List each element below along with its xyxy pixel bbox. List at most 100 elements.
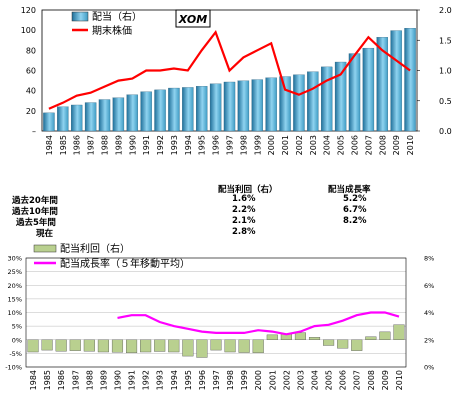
x-tick-label: 1989 (114, 135, 123, 155)
yield-bar (83, 339, 95, 352)
x-tick-label: 1999 (240, 370, 249, 390)
y-right-tick-label: 0% (424, 364, 434, 372)
price-line (48, 29, 411, 110)
x-tick-label: 2007 (364, 135, 373, 155)
y-right-tick-label: 0.5 (439, 97, 452, 106)
row-label-20y: 過去20年間 (12, 196, 58, 206)
dividend-bar (362, 47, 375, 132)
yield-bar (140, 339, 152, 353)
x-tick-label: 2006 (339, 370, 348, 390)
row-label-current: 現在 (36, 229, 54, 239)
y-left-tick-label: 120 (21, 6, 36, 15)
yield-bar (393, 324, 405, 340)
x-tick-label: 1986 (73, 135, 82, 155)
x-tick-label: 1990 (128, 135, 137, 155)
dividend-bar (307, 71, 319, 132)
x-tick-label: 1990 (113, 370, 122, 390)
y-left-tick-label: – (32, 127, 36, 136)
y-left-tick-label: 100 (21, 26, 36, 35)
x-tick-label: 2008 (378, 135, 387, 155)
yield-bar (154, 339, 166, 352)
x-tick-label: 1991 (128, 370, 137, 390)
y-right-tick-label: 8% (424, 255, 434, 263)
y-left-tick-label: 15% (8, 295, 22, 303)
y-right-tick-label: 1.0 (439, 67, 452, 76)
dividend-bar (43, 112, 55, 132)
x-tick-label: 1988 (101, 135, 110, 155)
dividend-bar (321, 66, 333, 132)
yield-bar (337, 339, 349, 349)
yield-bar (351, 339, 363, 351)
x-tick-label: 2010 (395, 370, 404, 390)
x-tick-label: 1991 (142, 135, 151, 155)
x-tick-label: 1995 (184, 370, 193, 390)
x-tick-label: 1987 (71, 370, 80, 390)
x-tick-label: 1984 (29, 370, 38, 390)
dividend-bar (209, 83, 222, 132)
legend-yield-label: 配当利回（右） (60, 243, 130, 255)
row-yield-10y: 2.2% (232, 205, 256, 215)
yield-bar (323, 339, 335, 346)
x-tick-label: 2009 (392, 135, 401, 155)
col-header-yield: 配当利回（右） (218, 185, 278, 195)
yield-bar (182, 339, 194, 357)
y-left-tick-label: 20 (26, 107, 36, 116)
dividend-bar (168, 87, 180, 132)
dividend-bar (196, 86, 208, 132)
row-growth-20y: 5.2% (343, 194, 367, 204)
x-tick-label: 2000 (267, 135, 276, 155)
x-tick-label: 1992 (156, 135, 165, 155)
dividend-bar (376, 37, 388, 132)
y-left-tick-label: 60 (26, 67, 36, 76)
dividend-bar (140, 91, 152, 132)
dividend-bar (126, 94, 138, 132)
row-label-10y: 過去10年間 (12, 207, 58, 217)
x-tick-label: 2003 (309, 135, 318, 155)
dividend-bar (98, 99, 111, 132)
yield-bar (308, 337, 321, 340)
x-tick-label: 2004 (311, 370, 320, 390)
x-tick-label: 1997 (226, 135, 235, 155)
x-tick-label: 2001 (281, 135, 290, 155)
x-tick-label: 1998 (239, 135, 248, 155)
yield-bar (55, 339, 67, 352)
yield-bar (224, 339, 236, 353)
legend-growth-label: 配当成長率（５年移動平均） (60, 257, 190, 270)
row-yield-current: 2.8% (232, 227, 256, 237)
x-tick-label: 1988 (85, 370, 94, 390)
row-growth-5y: 8.2% (343, 216, 367, 226)
y-right-tick-label: 4% (424, 309, 434, 317)
x-tick-label: 1985 (59, 135, 68, 155)
legend-price-label: 期末株価 (92, 24, 132, 37)
dividend-bar (154, 89, 166, 132)
x-tick-label: 1986 (57, 370, 66, 390)
x-tick-label: 1994 (184, 135, 193, 155)
row-yield-5y: 2.1% (232, 216, 256, 226)
y-left-tick-label: 80 (26, 46, 36, 55)
yield-bar (41, 339, 53, 351)
x-tick-label: 2005 (337, 135, 346, 155)
x-tick-label: 2008 (367, 370, 376, 390)
x-tick-label: 2005 (325, 370, 334, 390)
y-right-tick-label: 2.0 (439, 6, 452, 15)
x-tick-label: 2010 (406, 135, 415, 155)
x-tick-label: 2002 (295, 135, 304, 155)
y-right-tick-label: 2% (424, 336, 434, 344)
y-left-tick-label: 30% (8, 255, 22, 263)
y-left-tick-label: 25% (8, 268, 22, 276)
row-label-5y: 過去5年間 (16, 218, 56, 228)
dividend-bar (182, 87, 194, 132)
y-left-tick-label: 40 (26, 87, 36, 96)
yield-bar (365, 336, 377, 340)
ticker-label: XOM (178, 13, 207, 26)
x-tick-label: 1992 (142, 370, 151, 390)
row-yield-20y: 1.6% (232, 194, 256, 204)
dividend-bar (293, 74, 305, 132)
dividend-bar (223, 81, 236, 132)
yield-bar (379, 331, 391, 340)
yield-bar (210, 339, 222, 351)
dividend-bar (348, 53, 361, 132)
yield-bar (168, 339, 180, 353)
yield-bar (27, 339, 39, 353)
y-right-tick-label: 1.5 (439, 36, 452, 45)
